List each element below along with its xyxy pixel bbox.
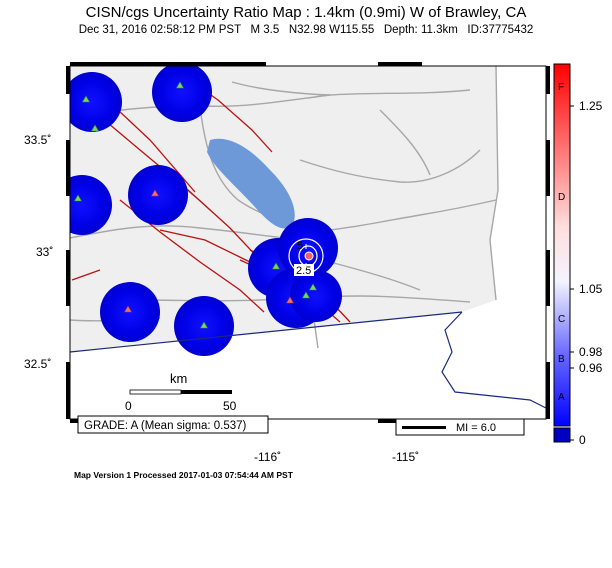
mi-legend-line bbox=[402, 426, 446, 429]
scale-end: 50 bbox=[223, 399, 237, 413]
scale-start: 0 bbox=[125, 399, 132, 413]
colorbar-ticks bbox=[570, 105, 574, 441]
contour-label-2-5: 2.5 bbox=[296, 265, 311, 277]
colorbar-floor bbox=[553, 427, 571, 443]
mi-legend-text: MI = 6.0 bbox=[456, 422, 496, 434]
lat-label-33-5: 33.5˚ bbox=[24, 133, 52, 147]
colorbar-value-0: 0 bbox=[579, 433, 586, 447]
grade-letter-b: B bbox=[558, 354, 565, 365]
map-subtitle: Dec 31, 2016 02:58:12 PM PST M 3.5 N32.9… bbox=[78, 24, 534, 36]
sensor-markers bbox=[123, 189, 295, 313]
colorbar-value-1-05: 1.05 bbox=[579, 282, 603, 296]
colorbar bbox=[553, 63, 571, 427]
station-markers bbox=[73, 81, 318, 329]
mi-legend-box bbox=[395, 418, 525, 436]
arizona-region bbox=[462, 66, 546, 419]
lon-label-116: -116˚ bbox=[254, 450, 282, 464]
grade-letter-d: D bbox=[558, 192, 566, 203]
grade-letter-a: A bbox=[558, 392, 565, 403]
lat-label-32-5: 32.5˚ bbox=[24, 357, 52, 371]
lon-label-115: -115˚ bbox=[392, 450, 420, 464]
state-border bbox=[441, 311, 546, 409]
contour-label-bg bbox=[294, 264, 314, 276]
grade-text: GRADE: A (Mean sigma: 0.537) bbox=[84, 420, 247, 432]
grade-letter-f: F bbox=[558, 82, 565, 93]
contour-label-5: 5 bbox=[297, 240, 303, 252]
uncertainty-blobs bbox=[70, 66, 342, 356]
grade-box bbox=[77, 415, 269, 434]
map-frame bbox=[69, 65, 547, 420]
colorbar-value-0-96: 0.96 bbox=[579, 361, 603, 375]
scale-unit: km bbox=[170, 371, 188, 386]
processing-footer: Map Version 1 Processed 2017-01-03 07:54… bbox=[74, 470, 293, 480]
lat-label-33: 33˚ bbox=[36, 245, 54, 259]
scale-bar bbox=[129, 389, 232, 395]
colorbar-value-1-25: 1.25 bbox=[579, 99, 603, 113]
colorbar-value-0-98: 0.98 bbox=[579, 345, 603, 359]
salton-sea bbox=[207, 138, 295, 229]
international-border bbox=[70, 311, 463, 353]
grade-letter-c: C bbox=[558, 314, 566, 325]
map-title: CISN/cgs Uncertainty Ratio Map : 1.4km (… bbox=[85, 4, 527, 21]
